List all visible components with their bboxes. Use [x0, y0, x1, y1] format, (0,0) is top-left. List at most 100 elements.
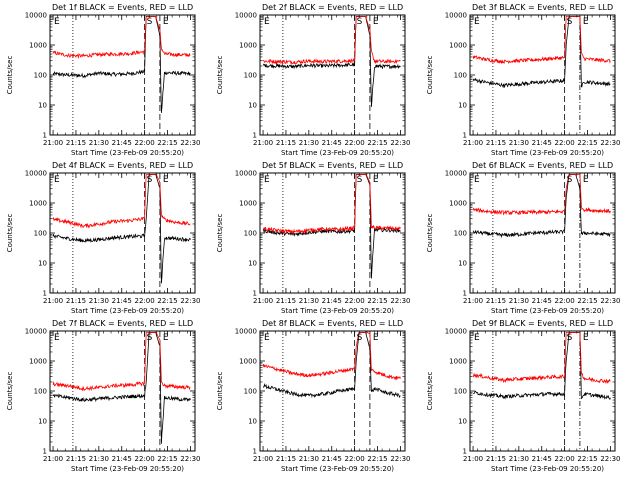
- event-annotation: E: [474, 17, 480, 27]
- x-tick-label: 21:30: [89, 455, 109, 463]
- y-tick-label: 10000: [25, 12, 47, 20]
- event-annotation: E: [54, 333, 60, 343]
- y-tick-label: 1: [253, 448, 257, 456]
- y-tick-label: 100: [454, 230, 467, 238]
- x-axis-label: Start Time (23-Feb-09 20:55:20): [281, 307, 394, 315]
- event-annotation: S: [567, 333, 573, 343]
- event-annotation: S: [357, 333, 363, 343]
- event-annotation: E: [373, 333, 379, 343]
- y-tick-label: 10: [38, 102, 47, 110]
- x-axis-label: Start Time (23-Feb-09 20:55:20): [491, 149, 604, 157]
- x-tick-label: 21:45: [112, 297, 132, 305]
- y-tick-label: 1000: [449, 200, 467, 208]
- events-series-line: [263, 16, 401, 107]
- chart-panel-3: Det 3f BLACK = Events, RED = LLD Counts/s…: [426, 3, 621, 157]
- y-axis-label: Counts/sec: [216, 372, 224, 411]
- x-axis-label: Start Time (23-Feb-09 20:55:20): [281, 149, 394, 157]
- event-annotation: E: [264, 175, 270, 185]
- y-tick-label: 10000: [235, 12, 257, 20]
- y-tick-label: 100: [34, 72, 47, 80]
- x-tick-label: 22:00: [345, 139, 365, 147]
- y-axis-label: Counts/sec: [426, 56, 434, 95]
- x-axis-label: Start Time (23-Feb-09 20:55:20): [71, 465, 184, 473]
- chart-title: Det 4f BLACK = Events, RED = LLD: [52, 161, 193, 170]
- events-series-line: [473, 332, 611, 401]
- x-tick-label: 21:45: [532, 139, 552, 147]
- x-tick-label: 22:00: [135, 139, 155, 147]
- lld-series-line: [472, 332, 611, 384]
- x-tick-label: 21:30: [509, 455, 529, 463]
- y-axis-label: Counts/sec: [426, 214, 434, 253]
- x-tick-label: 22:30: [600, 455, 620, 463]
- x-axis-label: Start Time (23-Feb-09 20:55:20): [71, 149, 184, 157]
- x-tick-label: 22:15: [577, 139, 597, 147]
- x-tick-label: 21:15: [66, 297, 86, 305]
- lld-series-line: [472, 16, 611, 65]
- chart-panel-1: Det 1f BLACK = Events, RED = LLD Counts/s…: [6, 3, 201, 157]
- x-tick-label: 21:30: [299, 455, 319, 463]
- x-tick-label: 22:15: [367, 297, 387, 305]
- x-tick-label: 22:15: [577, 297, 597, 305]
- x-tick-label: 22:15: [367, 139, 387, 147]
- x-tick-label: 21:00: [463, 455, 483, 463]
- event-annotation: E: [583, 17, 589, 27]
- event-annotation: E: [583, 333, 589, 343]
- y-tick-label: 1000: [239, 358, 257, 366]
- y-tick-label: 1000: [29, 42, 47, 50]
- y-tick-label: 10000: [25, 170, 47, 178]
- x-tick-label: 21:00: [463, 139, 483, 147]
- y-tick-label: 1000: [449, 358, 467, 366]
- x-tick-label: 21:00: [253, 139, 273, 147]
- x-tick-label: 21:00: [463, 297, 483, 305]
- x-tick-label: 21:30: [89, 139, 109, 147]
- y-tick-label: 10: [458, 260, 467, 268]
- chart-title: Det 2f BLACK = Events, RED = LLD: [262, 3, 403, 12]
- x-tick-label: 21:45: [532, 297, 552, 305]
- event-annotation: E: [583, 175, 589, 185]
- events-series-line: [472, 16, 611, 89]
- y-tick-label: 1: [463, 132, 467, 140]
- chart-title: Det 3f BLACK = Events, RED = LLD: [472, 3, 613, 12]
- chart-panel-2: Det 2f BLACK = Events, RED = LLD Counts/s…: [216, 3, 411, 157]
- y-tick-label: 1: [253, 132, 257, 140]
- y-tick-label: 10000: [235, 328, 257, 336]
- x-tick-label: 22:30: [390, 139, 410, 147]
- x-tick-label: 22:15: [157, 455, 177, 463]
- y-axis-label: Counts/sec: [6, 214, 14, 253]
- event-annotation: S: [357, 175, 363, 185]
- y-tick-label: 10: [248, 260, 257, 268]
- chart-panel-5: Det 5f BLACK = Events, RED = LLD Counts/s…: [216, 161, 411, 315]
- x-tick-label: 22:30: [600, 297, 620, 305]
- x-tick-label: 21:00: [43, 297, 63, 305]
- x-axis-label: Start Time (23-Feb-09 20:55:20): [491, 465, 604, 473]
- x-tick-label: 21:45: [322, 297, 342, 305]
- chart-panel-4: Det 4f BLACK = Events, RED = LLD Counts/s…: [6, 161, 201, 315]
- y-tick-label: 10: [38, 418, 47, 426]
- x-tick-label: 22:00: [135, 297, 155, 305]
- x-tick-label: 22:15: [367, 455, 387, 463]
- y-tick-label: 100: [34, 230, 47, 238]
- plot-frame: [469, 14, 616, 136]
- y-tick-label: 100: [34, 388, 47, 396]
- event-annotation: E: [163, 333, 169, 343]
- y-tick-label: 1: [253, 290, 257, 298]
- x-tick-label: 22:00: [345, 297, 365, 305]
- event-annotation: E: [474, 333, 480, 343]
- x-tick-label: 21:00: [253, 297, 273, 305]
- y-tick-label: 10: [248, 418, 257, 426]
- events-series-line: [52, 332, 191, 444]
- event-annotation: E: [54, 175, 60, 185]
- y-tick-label: 10000: [445, 12, 467, 20]
- y-tick-label: 100: [244, 72, 257, 80]
- y-tick-label: 10: [38, 260, 47, 268]
- event-annotation: E: [264, 333, 270, 343]
- event-annotation: S: [567, 175, 573, 185]
- x-tick-label: 21:45: [532, 455, 552, 463]
- x-tick-label: 22:15: [577, 455, 597, 463]
- lld-series-line: [52, 16, 191, 59]
- x-tick-label: 21:45: [112, 139, 132, 147]
- chart-title: Det 1f BLACK = Events, RED = LLD: [52, 3, 193, 12]
- x-tick-label: 21:45: [322, 139, 342, 147]
- x-tick-label: 22:00: [555, 455, 575, 463]
- y-axis-label: Counts/sec: [216, 56, 224, 95]
